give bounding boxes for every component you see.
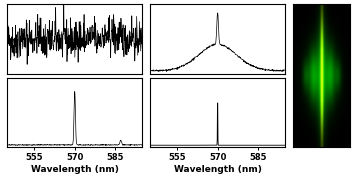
X-axis label: Wavelength (nm): Wavelength (nm) [174,165,262,174]
X-axis label: Wavelength (nm): Wavelength (nm) [31,165,119,174]
